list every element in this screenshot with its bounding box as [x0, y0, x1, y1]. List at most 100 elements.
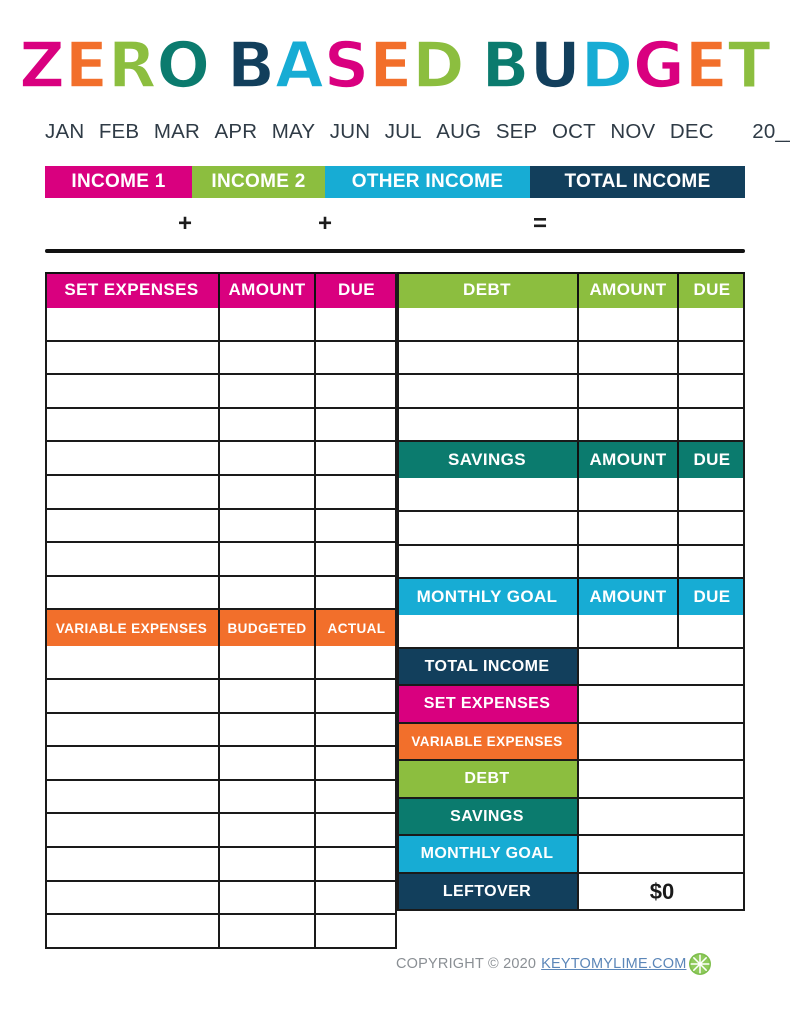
- input-cell-variable-expenses-r0-c2[interactable]: [314, 646, 397, 678]
- month-jul[interactable]: JUL: [384, 120, 422, 143]
- input-cell-variable-expenses-r1-c1[interactable]: [218, 680, 314, 712]
- income-segment-total-income[interactable]: TOTAL INCOME: [530, 166, 745, 198]
- input-cell-debt-r1-c1[interactable]: [577, 341, 677, 374]
- summary-value-debt[interactable]: [577, 761, 745, 797]
- summary-value-leftover[interactable]: $0: [577, 873, 745, 910]
- input-cell-variable-expenses-r4-c0[interactable]: [45, 780, 218, 813]
- input-cell-variable-expenses-r8-c0[interactable]: [45, 915, 218, 947]
- input-cell-variable-expenses-r8-c1[interactable]: [218, 915, 314, 947]
- input-cell-set-expenses-r1-c0[interactable]: [45, 341, 218, 374]
- summary-value-monthly-goal[interactable]: [577, 836, 745, 872]
- input-cell-savings-r1-c1[interactable]: [577, 512, 677, 544]
- input-cell-variable-expenses-r1-c0[interactable]: [45, 680, 218, 712]
- input-cell-savings-r2-c2[interactable]: [677, 545, 745, 578]
- input-cell-set-expenses-r1-c2[interactable]: [314, 341, 397, 374]
- input-cell-variable-expenses-r5-c2[interactable]: [314, 814, 397, 846]
- input-cell-variable-expenses-r3-c1[interactable]: [218, 747, 314, 779]
- summary-value-savings[interactable]: [577, 798, 745, 835]
- input-cell-variable-expenses-r2-c0[interactable]: [45, 713, 218, 746]
- input-cell-variable-expenses-r7-c0[interactable]: [45, 881, 218, 914]
- input-cell-set-expenses-r0-c1[interactable]: [218, 308, 314, 340]
- input-cell-variable-expenses-r2-c1[interactable]: [218, 713, 314, 746]
- month-sep[interactable]: SEP: [495, 120, 538, 143]
- input-cell-set-expenses-r2-c1[interactable]: [218, 375, 314, 407]
- input-cell-variable-expenses-r0-c0[interactable]: [45, 646, 218, 678]
- input-cell-debt-r2-c1[interactable]: [577, 375, 677, 407]
- input-cell-variable-expenses-r7-c1[interactable]: [218, 881, 314, 914]
- input-cell-set-expenses-r3-c2[interactable]: [314, 408, 397, 441]
- input-cell-variable-expenses-r3-c2[interactable]: [314, 747, 397, 779]
- input-cell-debt-r2-c0[interactable]: [397, 375, 577, 407]
- input-cell-set-expenses-r8-c1[interactable]: [218, 576, 314, 609]
- input-cell-variable-expenses-r7-c2[interactable]: [314, 881, 397, 914]
- input-cell-set-expenses-r8-c0[interactable]: [45, 576, 218, 609]
- input-cell-variable-expenses-r8-c2[interactable]: [314, 915, 397, 947]
- input-cell-set-expenses-r5-c1[interactable]: [218, 476, 314, 508]
- input-cell-debt-r0-c0[interactable]: [397, 308, 577, 340]
- input-cell-monthly-goal-r0-c1[interactable]: [577, 615, 677, 647]
- input-cell-set-expenses-r3-c0[interactable]: [45, 408, 218, 441]
- input-cell-variable-expenses-r5-c0[interactable]: [45, 814, 218, 846]
- input-cell-set-expenses-r6-c1[interactable]: [218, 509, 314, 542]
- month-aug[interactable]: AUG: [436, 120, 482, 143]
- input-cell-set-expenses-r0-c0[interactable]: [45, 308, 218, 340]
- summary-value-total-income[interactable]: [577, 648, 745, 685]
- input-cell-set-expenses-r6-c2[interactable]: [314, 509, 397, 542]
- input-cell-variable-expenses-r4-c1[interactable]: [218, 780, 314, 813]
- input-cell-debt-r1-c0[interactable]: [397, 341, 577, 374]
- input-cell-set-expenses-r7-c2[interactable]: [314, 543, 397, 575]
- input-cell-monthly-goal-r0-c0[interactable]: [397, 615, 577, 647]
- month-oct[interactable]: OCT: [551, 120, 596, 143]
- input-cell-set-expenses-r4-c2[interactable]: [314, 442, 397, 474]
- input-cell-savings-r1-c0[interactable]: [397, 512, 577, 544]
- input-cell-set-expenses-r5-c0[interactable]: [45, 476, 218, 508]
- input-cell-set-expenses-r4-c0[interactable]: [45, 442, 218, 474]
- input-cell-debt-r3-c1[interactable]: [577, 408, 677, 441]
- input-cell-set-expenses-r7-c1[interactable]: [218, 543, 314, 575]
- website-link[interactable]: KEYTOMYLIME.COM: [541, 956, 687, 972]
- month-may[interactable]: MAY: [271, 120, 316, 143]
- input-cell-variable-expenses-r6-c2[interactable]: [314, 848, 397, 880]
- input-cell-set-expenses-r4-c1[interactable]: [218, 442, 314, 474]
- input-cell-variable-expenses-r5-c1[interactable]: [218, 814, 314, 846]
- input-cell-savings-r0-c2[interactable]: [677, 478, 745, 510]
- input-cell-debt-r1-c2[interactable]: [677, 341, 745, 374]
- month-mar[interactable]: MAR: [153, 120, 200, 143]
- input-cell-set-expenses-r3-c1[interactable]: [218, 408, 314, 441]
- month-dec[interactable]: DEC: [669, 120, 714, 143]
- month-feb[interactable]: FEB: [98, 120, 140, 143]
- input-cell-set-expenses-r2-c0[interactable]: [45, 375, 218, 407]
- input-cell-variable-expenses-r1-c2[interactable]: [314, 680, 397, 712]
- input-cell-variable-expenses-r3-c0[interactable]: [45, 747, 218, 779]
- input-cell-variable-expenses-r0-c1[interactable]: [218, 646, 314, 678]
- summary-value-set-expenses[interactable]: [577, 686, 745, 722]
- input-cell-debt-r3-c0[interactable]: [397, 408, 577, 441]
- input-cell-variable-expenses-r6-c0[interactable]: [45, 848, 218, 880]
- input-cell-monthly-goal-r0-c2[interactable]: [677, 615, 745, 647]
- income-segment-income-1[interactable]: INCOME 1: [45, 166, 192, 198]
- input-cell-set-expenses-r7-c0[interactable]: [45, 543, 218, 575]
- month-nov[interactable]: NOV: [610, 120, 656, 143]
- input-cell-savings-r1-c2[interactable]: [677, 512, 745, 544]
- input-cell-set-expenses-r2-c2[interactable]: [314, 375, 397, 407]
- input-cell-debt-r0-c2[interactable]: [677, 308, 745, 340]
- input-cell-debt-r0-c1[interactable]: [577, 308, 677, 340]
- input-cell-savings-r2-c0[interactable]: [397, 545, 577, 578]
- input-cell-debt-r3-c2[interactable]: [677, 408, 745, 441]
- input-cell-savings-r0-c1[interactable]: [577, 478, 677, 510]
- input-cell-variable-expenses-r6-c1[interactable]: [218, 848, 314, 880]
- month-apr[interactable]: APR: [214, 120, 258, 143]
- input-cell-set-expenses-r8-c2[interactable]: [314, 576, 397, 609]
- month-jun[interactable]: JUN: [329, 120, 371, 143]
- year-field[interactable]: 20__: [752, 120, 790, 143]
- input-cell-savings-r0-c0[interactable]: [397, 478, 577, 510]
- month-jan[interactable]: JAN: [45, 120, 85, 143]
- income-segment-other-income[interactable]: OTHER INCOME: [325, 166, 530, 198]
- input-cell-set-expenses-r6-c0[interactable]: [45, 509, 218, 542]
- input-cell-savings-r2-c1[interactable]: [577, 545, 677, 578]
- input-cell-debt-r2-c2[interactable]: [677, 375, 745, 407]
- input-cell-set-expenses-r0-c2[interactable]: [314, 308, 397, 340]
- summary-value-variable-expenses[interactable]: [577, 723, 745, 760]
- input-cell-set-expenses-r5-c2[interactable]: [314, 476, 397, 508]
- income-segment-income-2[interactable]: INCOME 2: [192, 166, 325, 198]
